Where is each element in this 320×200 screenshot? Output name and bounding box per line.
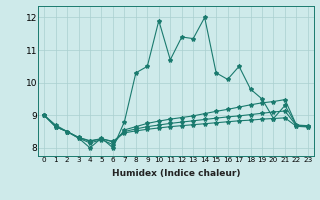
X-axis label: Humidex (Indice chaleur): Humidex (Indice chaleur): [112, 169, 240, 178]
